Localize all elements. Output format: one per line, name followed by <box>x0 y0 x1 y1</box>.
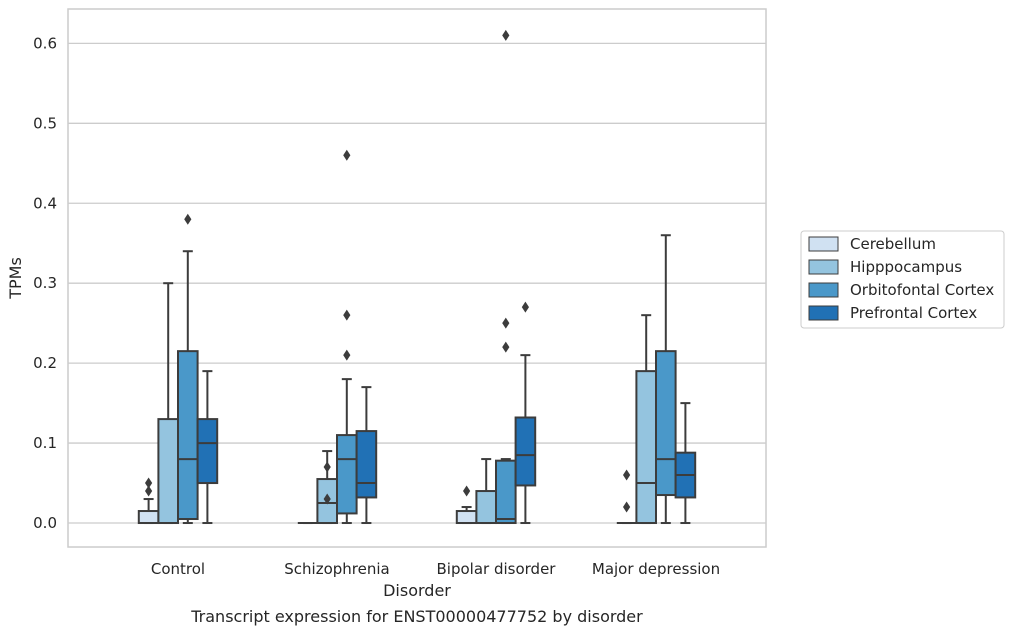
box-iqr <box>137 510 160 525</box>
box-iqr <box>157 418 179 525</box>
y-tick-label: 0.6 <box>33 34 57 52</box>
box-iqr <box>196 418 219 485</box>
box-iqr <box>655 350 677 497</box>
outlier-point <box>145 485 153 497</box>
y-tick-label: 0.3 <box>33 274 57 292</box>
y-tick-labels: 0.0 0.1 0.2 0.3 0.4 0.5 0.6 <box>33 34 57 532</box>
outlier-point <box>502 317 510 329</box>
legend-label: Cerebellum <box>850 235 936 253</box>
box-iqr <box>177 350 199 521</box>
outlier-point <box>502 29 510 41</box>
x-tick-labels: Control Schizophrenia Bipolar disorder Majo… <box>151 560 720 578</box>
outlier-point <box>343 349 351 361</box>
legend-swatch <box>808 236 839 252</box>
y-tick-label: 0.0 <box>33 514 57 532</box>
x-axis-label: Disorder <box>383 581 451 600</box>
outlier-point <box>184 213 192 225</box>
outlier-point <box>343 309 351 321</box>
outlier-point <box>323 493 331 505</box>
outlier-point <box>623 469 631 481</box>
x-tick-label: Major depression <box>592 560 720 578</box>
box-cerebellum <box>455 485 478 525</box>
legend-label: Prefrontal Cortex <box>850 304 977 322</box>
y-tick-label: 0.4 <box>33 194 57 212</box>
plot-area-frame <box>67 8 767 548</box>
x-tick-label: Schizophrenia <box>284 560 389 578</box>
box-groups <box>137 29 697 525</box>
box-prefrontal-cortex <box>196 370 219 525</box>
legend-swatch <box>808 305 839 321</box>
box-iqr <box>336 434 358 515</box>
x-tick-label: Bipolar disorder <box>437 560 557 578</box>
box-iqr <box>495 459 517 525</box>
chart-caption: Transcript expression for ENST0000047775… <box>190 607 643 626</box>
box-iqr <box>514 416 537 487</box>
legend-label: Orbitofontal Cortex <box>850 281 994 299</box>
outlier-point <box>343 149 351 161</box>
box-iqr <box>455 510 478 525</box>
box-iqr <box>635 370 658 525</box>
box-prefrontal-cortex <box>674 402 697 525</box>
outlier-point <box>521 301 529 313</box>
box-orbitofontal-cortex <box>336 149 358 525</box>
box-iqr <box>475 490 497 525</box>
box-prefrontal-cortex <box>514 301 537 525</box>
outlier-point <box>502 341 510 353</box>
outlier-point <box>623 501 631 513</box>
legend: Cerebellum Hipppocampus Orbitofontal Corte… <box>800 230 1005 329</box>
x-tick-label: Control <box>151 560 205 578</box>
box-prefrontal-cortex <box>355 386 378 525</box>
y-tick-label: 0.5 <box>33 114 57 132</box>
box-orbitofontal-cortex <box>495 29 517 525</box>
legend-label: Hipppocampus <box>850 258 962 276</box>
box-orbitofontal-cortex <box>655 234 677 525</box>
box-hipppocampus <box>157 282 179 525</box>
outlier-point <box>145 477 153 489</box>
box-cerebellum <box>616 469 637 525</box>
legend-swatch <box>808 259 839 275</box>
outlier-point <box>323 461 331 473</box>
legend-swatch <box>808 282 839 298</box>
legend-frame <box>800 230 1005 329</box>
box-iqr <box>355 430 378 499</box>
y-tick-label: 0.2 <box>33 354 57 372</box>
y-tick-label: 0.1 <box>33 434 57 452</box>
y-axis-label: TPMs <box>6 257 25 300</box>
outlier-point <box>463 485 471 497</box>
